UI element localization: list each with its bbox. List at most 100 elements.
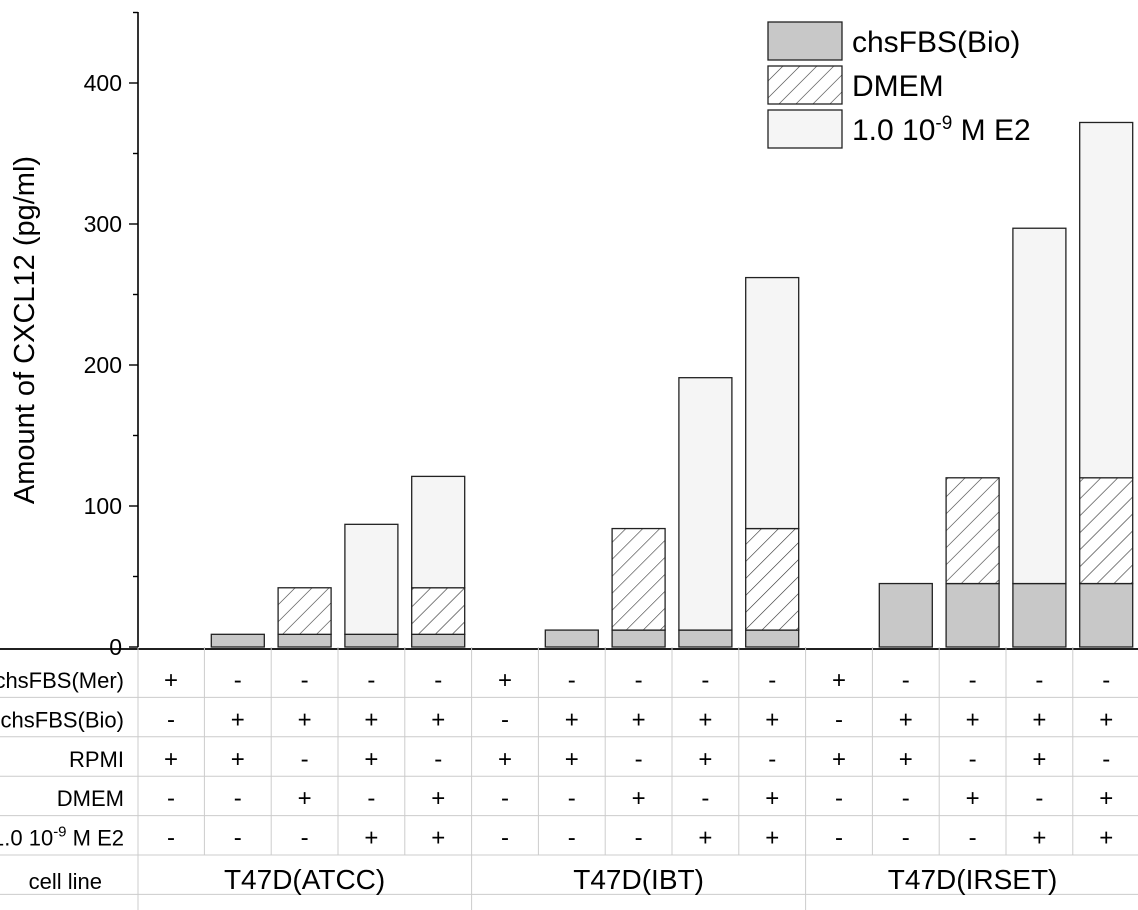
legend-label-dmem: DMEM (852, 70, 944, 103)
condition-sign: - (1102, 746, 1110, 773)
condition-sign: + (364, 825, 378, 852)
bar-e2 (678, 377, 733, 631)
bar-dmem (611, 527, 666, 631)
condition-sign: + (899, 746, 913, 773)
condition-sign: - (234, 825, 242, 852)
row-label: RPMI (69, 747, 124, 772)
condition-sign: - (701, 785, 709, 812)
condition-sign: - (635, 667, 643, 694)
bar-dmem (745, 527, 800, 631)
row-label: chsFBS(Mer) (0, 668, 124, 693)
condition-sign: + (364, 706, 378, 733)
condition-sign: - (835, 785, 843, 812)
condition-sign: - (902, 785, 910, 812)
condition-sign: - (501, 785, 509, 812)
condition-sign: + (966, 706, 980, 733)
condition-sign: - (1035, 667, 1043, 694)
bar-dmem (277, 587, 332, 635)
row-label: 1.0 10-9 M E2 (0, 824, 124, 851)
condition-sign: - (969, 746, 977, 773)
condition-sign: - (902, 825, 910, 852)
condition-sign: - (167, 706, 175, 733)
y-tick-label: 200 (84, 352, 122, 378)
condition-sign: - (768, 746, 776, 773)
condition-sign: + (1032, 746, 1046, 773)
condition-sign: - (835, 825, 843, 852)
y-tick-label: 400 (84, 70, 122, 96)
condition-sign: + (298, 785, 312, 812)
bar-bio (1079, 582, 1134, 648)
condition-sign: + (832, 746, 846, 773)
y-axis: 0 100 200 300 400 (84, 11, 139, 660)
condition-sign: - (835, 706, 843, 733)
condition-sign: + (765, 785, 779, 812)
bar-bio (878, 582, 933, 648)
condition-sign: - (568, 785, 576, 812)
condition-sign: - (568, 825, 576, 852)
bar-bio (745, 629, 800, 648)
legend-swatch-bio (767, 21, 843, 61)
condition-sign: - (902, 667, 910, 694)
condition-sign: + (565, 706, 579, 733)
condition-sign: + (632, 785, 646, 812)
bar-e2 (344, 523, 399, 635)
bar-dmem (945, 477, 1000, 585)
condition-sign: - (167, 825, 175, 852)
bar-bio (611, 629, 666, 648)
bar-bio (544, 629, 599, 648)
condition-sign: - (301, 825, 309, 852)
bar-bio (411, 633, 466, 648)
condition-sign: - (234, 785, 242, 812)
condition-sign: + (899, 706, 913, 733)
condition-sign: + (498, 667, 512, 694)
condition-sign: + (431, 825, 445, 852)
cell-line-group-label: T47D(ATCC) (224, 864, 385, 895)
condition-sign: + (1099, 825, 1113, 852)
y-tick-label: 300 (84, 211, 122, 237)
condition-sign: + (765, 825, 779, 852)
bar-e2 (1079, 121, 1134, 479)
condition-sign: - (1102, 667, 1110, 694)
row-label: chsFBS(Bio) (1, 707, 124, 732)
condition-sign: - (434, 667, 442, 694)
y-tick-label: 0 (109, 634, 122, 660)
condition-sign: + (1099, 706, 1113, 733)
bar-e2 (411, 475, 466, 589)
condition-sign: + (231, 746, 245, 773)
cell-line-label: cell line (29, 869, 102, 894)
bar-dmem (411, 587, 466, 635)
legend-swatch-e2 (767, 109, 843, 149)
condition-sign: - (301, 667, 309, 694)
legend-label-e2: 1.0 10-9 M E2 (852, 113, 1031, 147)
condition-sign: - (768, 667, 776, 694)
condition-sign: + (832, 667, 846, 694)
bar-e2 (745, 276, 800, 530)
condition-sign: - (701, 667, 709, 694)
condition-sign: + (364, 746, 378, 773)
condition-sign: + (164, 746, 178, 773)
condition-sign: - (635, 746, 643, 773)
condition-table: chsFBS(Mer) + - - - - + - - - - + - - - - chsFBS(Bio) - + +… (0, 667, 1113, 895)
bar-bio (210, 633, 265, 648)
condition-sign: + (431, 706, 445, 733)
cell-line-group-label: T47D(IBT) (573, 864, 704, 895)
bar-bio (1012, 582, 1067, 648)
condition-sign: - (301, 746, 309, 773)
bar-bio (945, 582, 1000, 648)
condition-sign: + (298, 706, 312, 733)
condition-sign: + (498, 746, 512, 773)
condition-sign: - (234, 667, 242, 694)
legend-swatch-dmem (767, 65, 843, 105)
condition-sign: - (635, 825, 643, 852)
condition-sign: - (501, 825, 509, 852)
condition-sign: + (966, 785, 980, 812)
y-tick-label: 100 (84, 493, 122, 519)
condition-sign: + (431, 785, 445, 812)
condition-sign: - (969, 667, 977, 694)
condition-sign: - (367, 785, 375, 812)
bar-bio (277, 633, 332, 648)
y-axis-title: Amount of CXCL12 (pg/ml) (9, 156, 41, 504)
bar-bio (678, 629, 733, 648)
bar-bio (344, 633, 399, 648)
